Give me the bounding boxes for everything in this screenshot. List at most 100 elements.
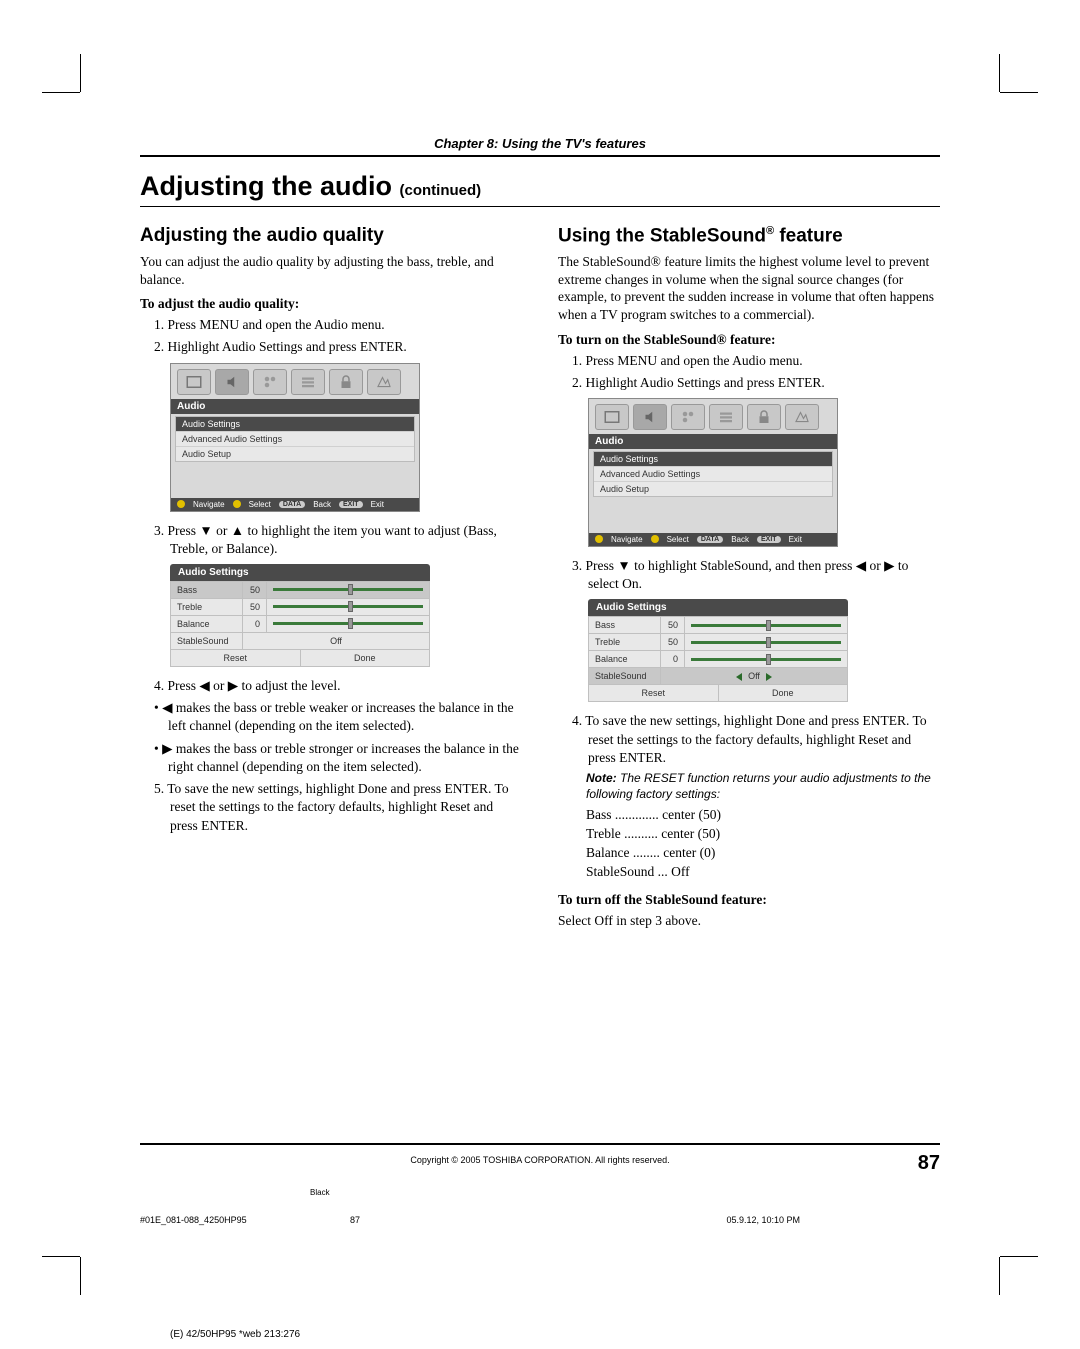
nav-dot-icon (595, 535, 603, 543)
chapter-header: Chapter 8: Using the TV's features (140, 136, 940, 151)
apps-icon (671, 404, 705, 430)
default-stablesound: StableSound ... Off (586, 863, 940, 882)
bottom-rule (140, 1143, 940, 1145)
panel-footer: Reset Done (170, 650, 430, 667)
crop-mark (999, 1257, 1000, 1295)
sliders-table: Bass 50 Treble 50 Balance 0 (588, 616, 848, 685)
footer-page-center: 87 (80, 1215, 1000, 1225)
spine-code: (E) 42/50HP95 *web 213:276 (170, 1329, 300, 1340)
step: 2. Highlight Audio Settings and press EN… (154, 338, 522, 356)
main-heading-text: Adjusting the audio (140, 171, 392, 201)
slider-track-cell (267, 581, 430, 598)
right-off-text: Select Off in step 3 above. (558, 912, 940, 930)
right-section-heading: Using the StableSound® feature (558, 225, 940, 247)
slider-row-balance: Balance 0 (589, 651, 848, 668)
panel-header: Audio Settings (170, 564, 430, 581)
reset-button-label: Reset (171, 650, 301, 666)
slider-track-cell (685, 651, 848, 668)
left-steps-2: 3. Press ▼ or ▲ to highlight the item yo… (154, 522, 522, 558)
slider-row-stablesound: StableSound Off (171, 632, 430, 649)
pref-icon (367, 369, 401, 395)
osd-footer: Navigate Select DATA Back EXIT Exit (589, 533, 837, 546)
slider-row-treble: Treble 50 (171, 598, 430, 615)
right-intro: The StableSound® feature limits the high… (558, 253, 940, 323)
note-text: The RESET function returns your audio ad… (586, 771, 931, 801)
done-button-label: Done (301, 650, 430, 666)
osd-icon-row (589, 399, 837, 434)
h1-rule (140, 206, 940, 207)
picture-icon (177, 369, 211, 395)
heading-text-a: Using the StableSound (558, 225, 766, 246)
done-button-label: Done (719, 685, 848, 701)
crop-mark (80, 1257, 81, 1295)
page-number: 87 (918, 1152, 940, 1175)
slider-label: StableSound (171, 632, 243, 649)
step: 2. Highlight Audio Settings and press EN… (572, 374, 940, 392)
crop-mark (1000, 92, 1038, 93)
nav-dot-icon (177, 500, 185, 508)
slider-value: 50 (243, 581, 267, 598)
osd-exit-label: Exit (371, 500, 384, 509)
note-block: Note: The RESET function returns your au… (586, 771, 940, 802)
osd-audio-menu: Audio Audio Settings Advanced Audio Sett… (170, 363, 420, 512)
left-intro: You can adjust the audio quality by adju… (140, 253, 522, 288)
left-arrow-icon (736, 673, 742, 681)
left-section-heading: Adjusting the audio quality (140, 225, 522, 247)
select-dot-icon (651, 535, 659, 543)
osd-icon-row (171, 364, 419, 399)
default-treble: Treble .......... center (50) (586, 825, 940, 844)
right-howto-off-label: To turn off the StableSound feature: (558, 892, 940, 908)
audio-icon (215, 369, 249, 395)
stablesound-value: Off (661, 668, 848, 685)
slider-track-cell (685, 634, 848, 651)
slider-row-bass: Bass 50 (589, 617, 848, 634)
osd-back-label: Back (313, 500, 331, 509)
slider-track-cell (267, 615, 430, 632)
right-column: Using the StableSound® feature The Stabl… (558, 225, 940, 937)
slider-track-cell (685, 617, 848, 634)
factory-defaults: Bass ............. center (50) Treble ..… (586, 806, 940, 882)
lock-icon (329, 369, 363, 395)
note-label: Note: (586, 771, 617, 785)
osd-spacer (589, 499, 837, 533)
step: 3. Press ▼ or ▲ to highlight the item yo… (154, 522, 522, 558)
slider-row-stablesound: StableSound Off (589, 668, 848, 685)
osd-navigate-label: Navigate (611, 535, 643, 544)
osd-item-advanced: Advanced Audio Settings (176, 432, 414, 447)
lock-icon (747, 404, 781, 430)
osd-menu-list: Audio Settings Advanced Audio Settings A… (593, 451, 833, 497)
color-plate-label: Black (310, 1188, 330, 1197)
slider-value: 50 (661, 617, 685, 634)
default-bass: Bass ............. center (50) (586, 806, 940, 825)
left-howto-label: To adjust the audio quality: (140, 296, 522, 312)
left-column: Adjusting the audio quality You can adju… (140, 225, 522, 937)
select-dot-icon (233, 500, 241, 508)
right-howto-on-label: To turn on the StableSound® feature: (558, 332, 940, 348)
heading-text-b: feature (774, 225, 843, 246)
crop-mark (42, 1256, 80, 1257)
slider-row-balance: Balance 0 (171, 615, 430, 632)
page: Chapter 8: Using the TV's features Adjus… (80, 92, 1000, 1257)
slider-value: 50 (243, 598, 267, 615)
step: 5. To save the new settings, highlight D… (154, 780, 522, 835)
bullet: • ◀ makes the bass or treble weaker or i… (154, 699, 522, 735)
registered-icon: ® (766, 225, 774, 237)
osd-back-pill: DATA (697, 536, 723, 543)
right-arrow-icon (766, 673, 772, 681)
right-steps-3: 4. To save the new settings, highlight D… (572, 712, 940, 767)
slider-track-cell (267, 598, 430, 615)
right-steps: 1. Press MENU and open the Audio menu. 2… (572, 352, 940, 392)
pref-icon (785, 404, 819, 430)
step: 1. Press MENU and open the Audio menu. (572, 352, 940, 370)
bullet: • ▶ makes the bass or treble stronger or… (154, 740, 522, 776)
left-steps: 1. Press MENU and open the Audio menu. 2… (154, 316, 522, 356)
osd-section-title: Audio (589, 434, 837, 449)
slider-row-treble: Treble 50 (589, 634, 848, 651)
slider-value: 50 (661, 634, 685, 651)
slider-label: Balance (171, 615, 243, 632)
step: 4. To save the new settings, highlight D… (572, 712, 940, 767)
two-column-layout: Adjusting the audio quality You can adju… (140, 225, 940, 937)
default-balance: Balance ........ center (0) (586, 844, 940, 863)
footer-timestamp: 05.9.12, 10:10 PM (726, 1215, 800, 1225)
reset-button-label: Reset (589, 685, 719, 701)
